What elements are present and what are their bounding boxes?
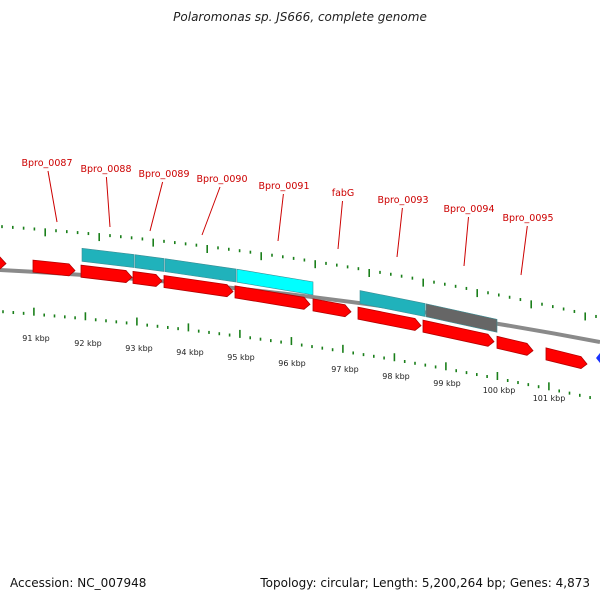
cds-arrow xyxy=(422,319,495,347)
feature-block xyxy=(134,254,165,272)
kbp-labels: 91 kbp 92 kbp 93 kbp 94 kbp 95 kbp 96 kbp 97 k… xyxy=(22,334,565,403)
leader-line xyxy=(520,225,528,276)
cds-arrow xyxy=(132,270,163,287)
cds-arrow xyxy=(234,285,311,310)
leader-line xyxy=(463,216,469,267)
cds-arrow xyxy=(32,259,76,277)
leader-line xyxy=(337,200,343,250)
gene-label: fabG xyxy=(332,188,355,199)
feature-block xyxy=(425,303,498,333)
kbp-label: 98 kbp xyxy=(382,372,410,381)
kbp-label: 91 kbp xyxy=(22,334,50,343)
cds-arrow xyxy=(312,298,352,318)
leader-line xyxy=(201,186,221,236)
label-leader-lines xyxy=(47,170,528,276)
gene-label: Bpro_0088 xyxy=(81,164,132,175)
kbp-label: 96 kbp xyxy=(278,359,306,368)
map-title: Polaromonas sp. JS666, complete genome xyxy=(173,10,427,24)
kbp-label: 97 kbp xyxy=(331,365,359,374)
feature-block xyxy=(164,258,237,283)
kbp-label: 100 kbp xyxy=(483,386,516,395)
accession-text: Accession: NC_007948 xyxy=(10,576,147,590)
kbp-label: 93 kbp xyxy=(125,344,153,353)
feature-block xyxy=(359,290,426,317)
gene-label: Bpro_0090 xyxy=(197,174,248,185)
kbp-label: 92 kbp xyxy=(74,339,102,348)
leader-line xyxy=(277,193,284,242)
feature-block xyxy=(236,268,314,296)
cds-arrow xyxy=(0,256,7,270)
gene-label: Bpro_0091 xyxy=(259,181,310,192)
cds-arrow xyxy=(357,306,422,331)
feature-track xyxy=(81,247,498,333)
gene-label: Bpro_0087 xyxy=(22,158,73,169)
kbp-label: 99 kbp xyxy=(433,379,461,388)
gene-label: Bpro_0094 xyxy=(444,204,495,215)
feature-block xyxy=(81,247,135,268)
gene-label: Bpro_0095 xyxy=(503,213,554,224)
gene-labels: Bpro_0087 Bpro_0088 Bpro_0089 Bpro_0090 Bpro… xyxy=(22,158,554,224)
cds-arrow xyxy=(545,347,588,369)
upper-tick-track xyxy=(1,225,597,321)
leader-line xyxy=(105,176,111,228)
lower-tick-track xyxy=(2,307,591,400)
cds-track xyxy=(0,256,588,369)
kbp-label: 94 kbp xyxy=(176,348,204,357)
gene-label: Bpro_0093 xyxy=(378,195,429,206)
gene-label: Bpro_0089 xyxy=(139,169,190,180)
cds-arrow xyxy=(80,264,133,283)
kbp-label: 101 kbp xyxy=(533,394,566,403)
cds-arrow xyxy=(496,335,534,356)
leader-line xyxy=(149,181,164,232)
kbp-label: 95 kbp xyxy=(227,353,255,362)
leader-line xyxy=(47,170,58,223)
leader-line xyxy=(396,207,403,258)
blue-marker-icon xyxy=(596,353,600,363)
cds-arrow xyxy=(163,275,234,298)
genome-summary-text: Topology: circular; Length: 5,200,264 bp… xyxy=(260,576,590,590)
